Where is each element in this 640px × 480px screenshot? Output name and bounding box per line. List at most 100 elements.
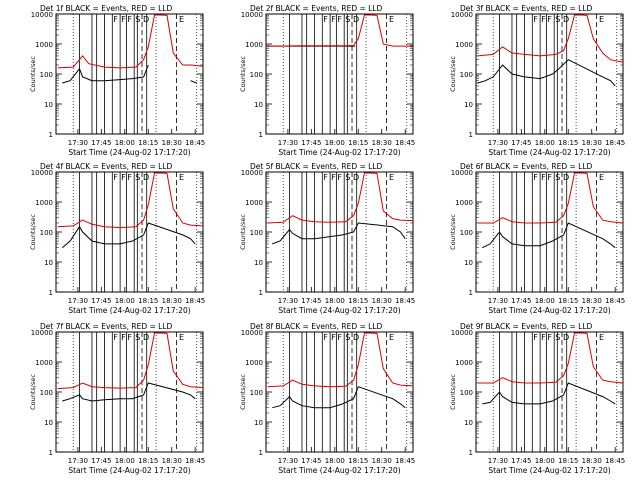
y-axis-label: Counts/sec	[239, 374, 247, 410]
y-tick-label: 1000	[455, 41, 473, 49]
x-tick-label: 18:30	[582, 297, 602, 305]
x-axis-label: Start Time (24-Aug-02 17:17:20)	[68, 148, 190, 157]
plot-frame	[475, 331, 624, 453]
y-tick-label: 10000	[241, 11, 263, 19]
x-tick-label: 18:45	[395, 139, 415, 147]
panel-title: Det 9f BLACK = Events, RED = LLD	[460, 322, 593, 331]
event-marker-label: S	[345, 173, 350, 182]
y-tick-label: 10000	[241, 169, 263, 177]
x-tick-label: 17:45	[511, 139, 531, 147]
x-tick-label: 17:30	[278, 139, 298, 147]
y-axis-label: Counts/sec	[29, 374, 37, 410]
event-marker-label: D	[353, 173, 359, 182]
event-marker-label: F	[113, 333, 118, 342]
x-tick-label: 18:30	[372, 139, 392, 147]
x-tick-label: 18:15	[348, 457, 368, 465]
event-marker-label: F	[547, 173, 552, 182]
x-tick-label: 18:15	[558, 139, 578, 147]
y-axis-label: Counts/sec	[29, 56, 37, 92]
x-tick-label: 18:45	[605, 297, 625, 305]
panel-title: Det 8f BLACK = Events, RED = LLD	[250, 322, 383, 331]
event-marker-label: E	[599, 333, 604, 342]
y-tick-label: 10	[464, 101, 473, 109]
lld-series-line	[267, 332, 414, 388]
x-tick-label: 18:45	[605, 457, 625, 465]
x-tick-label: 18:30	[162, 297, 182, 305]
x-axis-label: Start Time (24-Aug-02 17:17:20)	[278, 148, 400, 157]
y-tick-label: 1	[259, 289, 263, 297]
x-tick-label: 17:30	[488, 139, 508, 147]
x-tick-label: 18:00	[115, 297, 135, 305]
event-marker-label: F	[533, 15, 538, 24]
lld-series-line	[57, 172, 204, 229]
y-tick-label: 1000	[245, 41, 263, 49]
y-tick-label: 10	[464, 259, 473, 267]
panel-title: Det 4f BLACK = Events, RED = LLD	[40, 162, 173, 171]
y-tick-label: 100	[250, 389, 263, 397]
y-axis-label: Counts/sec	[29, 214, 37, 250]
x-tick-label: 18:30	[162, 457, 182, 465]
x-tick-label: 17:30	[68, 457, 88, 465]
event-marker-label: F	[331, 173, 336, 182]
plot-frame	[265, 331, 414, 453]
x-tick-label: 18:45	[395, 297, 415, 305]
x-tick-label: 18:15	[138, 139, 158, 147]
panel-title: Det 2f BLACK = Events, RED = LLD	[250, 4, 383, 13]
y-tick-label: 1	[469, 289, 473, 297]
x-tick-label: 18:00	[325, 457, 345, 465]
y-tick-label: 1	[259, 449, 263, 457]
events-series-line	[482, 222, 616, 249]
events-series-line	[272, 386, 406, 409]
event-marker-label: F	[533, 333, 538, 342]
y-tick-label: 100	[40, 71, 53, 79]
event-marker-label: F	[121, 173, 126, 182]
event-marker-label: F	[337, 173, 342, 182]
event-marker-label: F	[127, 333, 132, 342]
lld-series-line	[57, 332, 204, 390]
plot-frame	[475, 13, 624, 135]
x-tick-label: 18:00	[325, 297, 345, 305]
events-series-line	[477, 59, 616, 87]
y-tick-label: 100	[460, 389, 473, 397]
y-tick-label: 10000	[31, 169, 53, 177]
event-marker-label: F	[113, 15, 118, 24]
event-marker-label: F	[127, 15, 132, 24]
x-axis-label: Start Time (24-Aug-02 17:17:20)	[278, 306, 400, 315]
event-marker-label: F	[121, 15, 126, 24]
x-tick-label: 18:30	[162, 139, 182, 147]
lld-series-line	[477, 332, 624, 384]
panel-title: Det 1f BLACK = Events, RED = LLD	[40, 4, 173, 13]
x-axis-label: Start Time (24-Aug-02 17:17:20)	[278, 466, 400, 475]
event-marker-label: F	[541, 15, 546, 24]
plot-frame	[475, 171, 624, 293]
y-tick-label: 1000	[35, 41, 53, 49]
x-tick-label: 18:15	[138, 457, 158, 465]
y-axis-label: Counts/sec	[449, 56, 457, 92]
event-marker-label: D	[563, 333, 569, 342]
event-marker-label: S	[555, 333, 560, 342]
event-marker-label: S	[345, 333, 350, 342]
x-tick-label: 17:45	[511, 297, 531, 305]
x-axis-label: Start Time (24-Aug-02 17:17:20)	[488, 466, 610, 475]
y-tick-label: 100	[250, 229, 263, 237]
x-tick-label: 18:00	[535, 297, 555, 305]
x-tick-label: 17:45	[301, 457, 321, 465]
x-tick-label: 18:15	[558, 457, 578, 465]
y-axis-label: Counts/sec	[449, 374, 457, 410]
events-series-line	[272, 222, 406, 245]
x-tick-label: 17:30	[488, 457, 508, 465]
y-axis-label: Counts/sec	[239, 214, 247, 250]
x-tick-label: 17:30	[68, 297, 88, 305]
event-marker-label: F	[323, 173, 328, 182]
x-tick-label: 18:45	[185, 139, 205, 147]
event-marker-label: F	[121, 333, 126, 342]
y-tick-label: 10000	[451, 329, 473, 337]
x-tick-label: 18:00	[535, 457, 555, 465]
plot-frame	[55, 171, 204, 293]
x-tick-label: 17:30	[68, 139, 88, 147]
